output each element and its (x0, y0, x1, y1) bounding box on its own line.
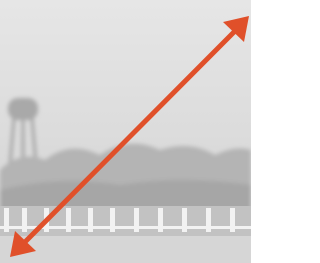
water-tower-tank (8, 98, 38, 120)
page (0, 0, 251, 263)
photo (0, 0, 251, 263)
ground (0, 236, 251, 263)
